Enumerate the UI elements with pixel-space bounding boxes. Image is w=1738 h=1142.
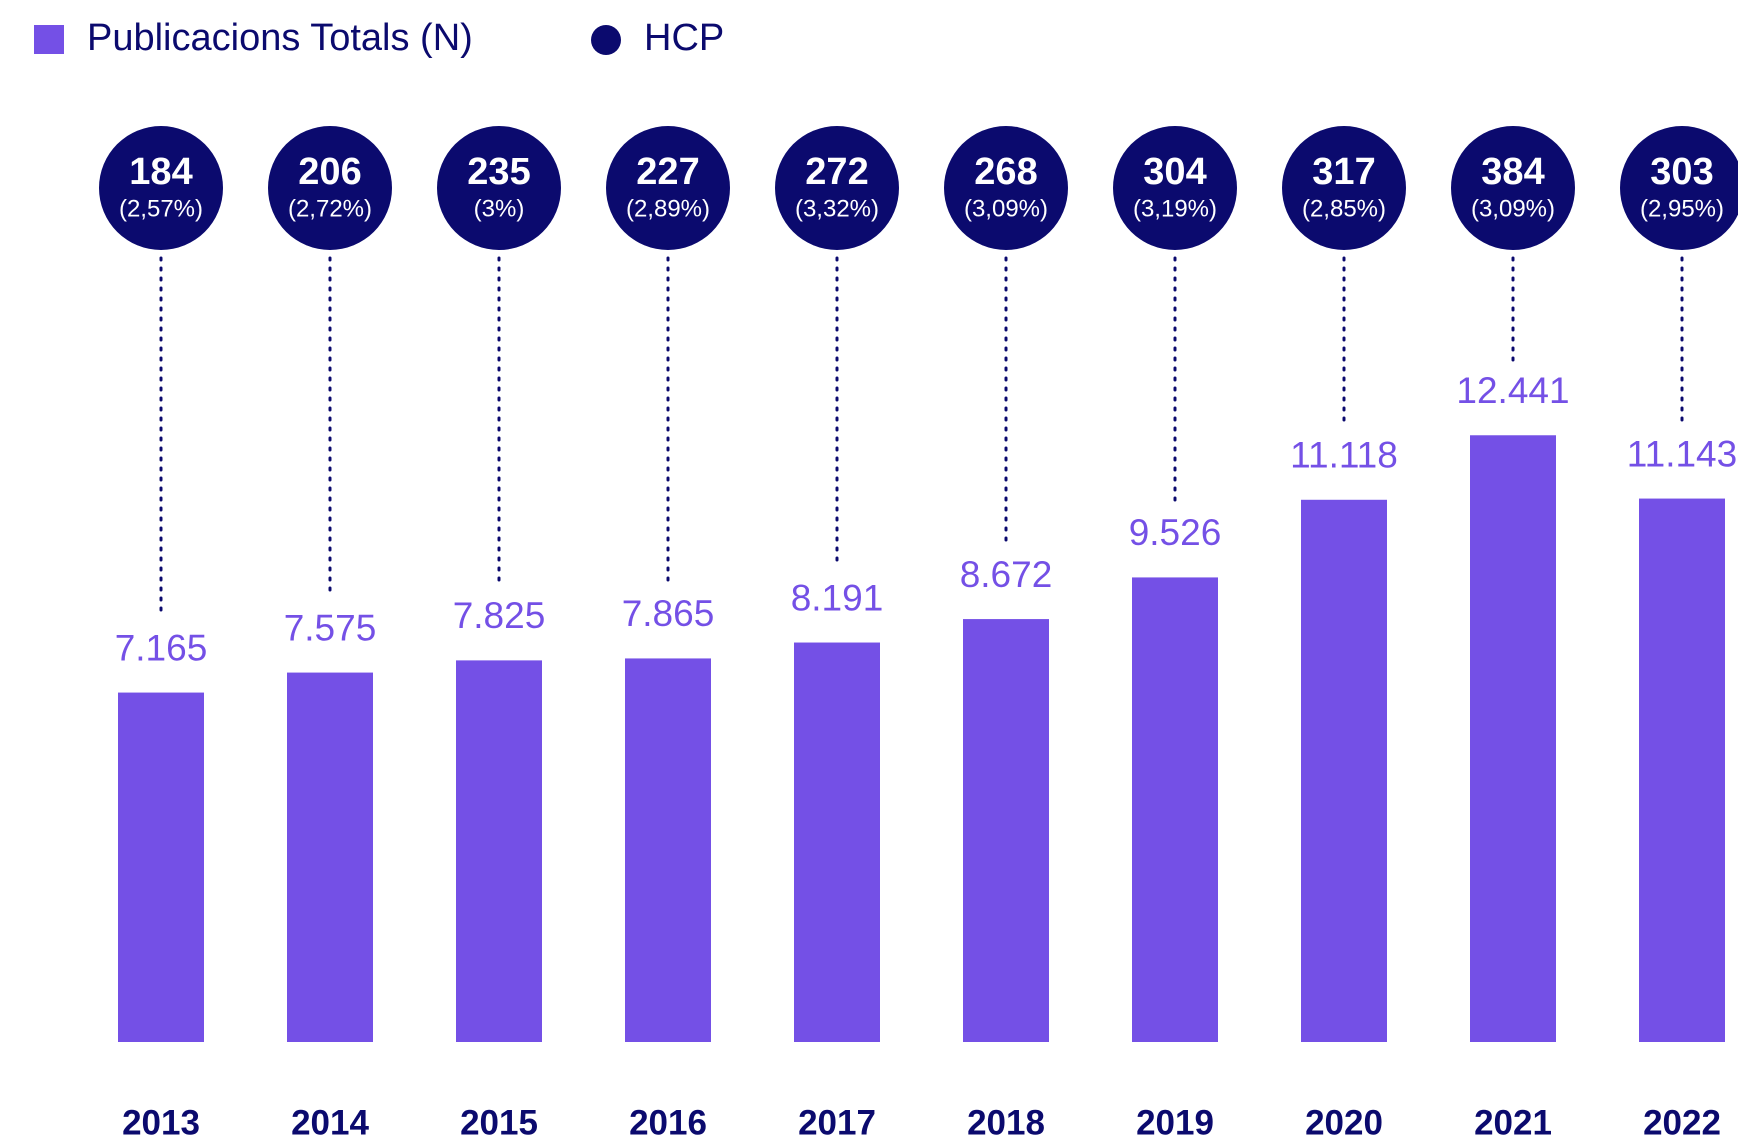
hcp-share: (2,85%) — [1302, 195, 1386, 222]
x-tick-label: 2021 — [1474, 1103, 1552, 1142]
hcp-bubble — [606, 126, 730, 250]
hcp-share: (2,95%) — [1640, 195, 1724, 222]
x-tick-label: 2019 — [1136, 1103, 1214, 1142]
hcp-share: (3%) — [474, 195, 525, 222]
hcp-bubble — [1113, 126, 1237, 250]
value-label: 7.575 — [284, 607, 377, 648]
value-label: 8.672 — [960, 554, 1053, 595]
x-tick-label: 2017 — [798, 1103, 876, 1142]
hcp-bubble — [99, 126, 223, 250]
value-label: 11.118 — [1290, 435, 1398, 476]
value-label: 8.191 — [791, 577, 884, 618]
value-label: 11.143 — [1627, 433, 1737, 474]
bar — [1470, 435, 1556, 1043]
legend-label: Publicacions Totals (N) — [87, 17, 473, 59]
value-label: 9.526 — [1129, 512, 1222, 553]
hcp-bubble — [1620, 126, 1738, 250]
hcp-bubble — [1451, 126, 1575, 250]
hcp-value: 272 — [805, 151, 868, 193]
hcp-share: (2,72%) — [288, 195, 372, 222]
legend-swatch — [34, 25, 64, 54]
x-tick-label: 2013 — [122, 1103, 200, 1142]
hcp-value: 384 — [1481, 151, 1544, 193]
x-tick-label: 2016 — [629, 1103, 707, 1142]
hcp-value: 227 — [636, 151, 699, 193]
hcp-share: (3,32%) — [795, 195, 879, 222]
hcp-share: (3,19%) — [1133, 195, 1217, 222]
hcp-bubble — [268, 126, 392, 250]
x-tick-label: 2018 — [967, 1103, 1045, 1142]
hcp-share: (3,09%) — [964, 195, 1048, 222]
value-label: 12.441 — [1456, 370, 1569, 411]
legend-label: HCP — [644, 17, 724, 59]
legend-swatch — [591, 25, 621, 55]
hcp-bubble — [775, 126, 899, 250]
bar — [118, 692, 204, 1042]
hcp-bubble — [437, 126, 561, 250]
hcp-share: (3,09%) — [1471, 195, 1555, 222]
hcp-value: 268 — [974, 151, 1037, 193]
bar — [287, 672, 373, 1042]
x-tick-label: 2014 — [291, 1103, 369, 1142]
hcp-value: 235 — [467, 151, 530, 193]
x-tick-label: 2022 — [1643, 1103, 1721, 1142]
value-label: 7.165 — [115, 627, 208, 668]
bar — [1301, 499, 1387, 1042]
bar — [963, 619, 1049, 1042]
bar — [456, 660, 542, 1042]
value-label: 7.865 — [622, 593, 715, 634]
hcp-value: 317 — [1312, 151, 1375, 193]
bar — [794, 642, 880, 1042]
hcp-bubble — [1282, 126, 1406, 250]
hcp-share: (2,57%) — [119, 195, 203, 222]
hcp-value: 304 — [1143, 151, 1206, 193]
hcp-value: 303 — [1650, 151, 1713, 193]
hcp-value: 184 — [129, 151, 192, 193]
hcp-share: (2,89%) — [626, 195, 710, 222]
x-tick-label: 2020 — [1305, 1103, 1383, 1142]
value-label: 7.825 — [453, 595, 546, 636]
x-tick-label: 2015 — [460, 1103, 538, 1142]
bar — [1639, 498, 1725, 1042]
bar — [1132, 577, 1218, 1042]
hcp-bubble — [944, 126, 1068, 250]
hcp-value: 206 — [298, 151, 361, 193]
bar — [625, 658, 711, 1042]
